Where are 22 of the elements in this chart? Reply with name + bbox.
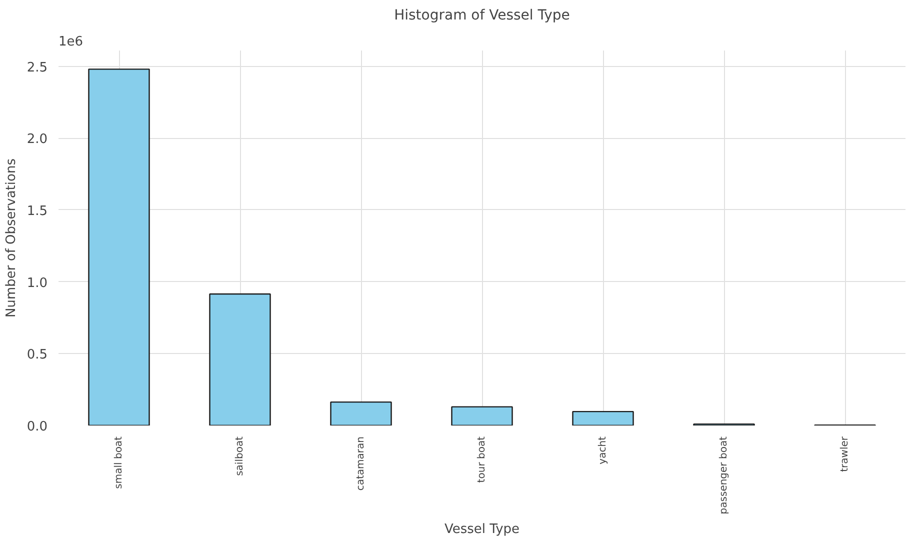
x-tick-label: catamaran: [356, 436, 366, 491]
bar: [451, 406, 513, 426]
y-axis-title: Number of Observations: [4, 158, 19, 318]
bar: [330, 401, 392, 426]
bar: [572, 410, 634, 426]
y-tick-label: 1.5: [26, 204, 48, 219]
x-tick-label: passenger boat: [718, 436, 730, 514]
chart-title: Histogram of Vessel Type: [394, 8, 570, 24]
y-tick-label: 2.0: [26, 132, 48, 148]
x-tick-label: small boat: [114, 436, 124, 489]
y-tick-label: 0.0: [26, 420, 48, 434]
bar: [209, 293, 271, 426]
bar: [88, 68, 150, 426]
text: 1e6: [58, 34, 84, 50]
x-tick-label: trawler: [840, 436, 850, 472]
y-tick-label: 1.0: [26, 276, 48, 291]
x-axis-title: Vessel Type: [444, 522, 520, 538]
x-tick-label: sailboat: [234, 436, 246, 476]
x-tick-label: tour boat: [476, 436, 488, 483]
y-tick-label: 0.5: [26, 348, 48, 363]
y-tick-label: 2.5: [26, 60, 48, 76]
x-tick-label: yacht: [598, 436, 608, 464]
